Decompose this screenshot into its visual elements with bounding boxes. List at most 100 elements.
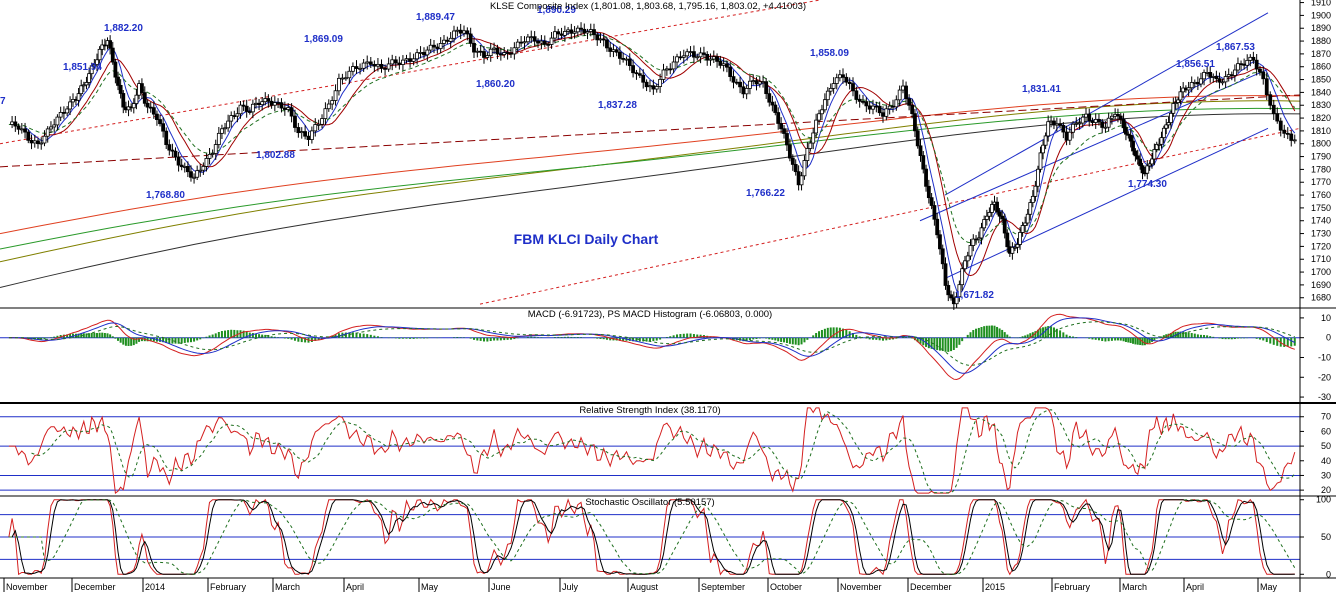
macd-histogram-bar: [77, 333, 80, 338]
candle-body: [744, 88, 749, 95]
candle-body: [425, 49, 430, 56]
candle-body: [585, 31, 590, 34]
macd-histogram-bar: [1029, 333, 1032, 338]
macd-histogram-bar: [1119, 337, 1122, 341]
price-annotation: 1,837.28: [598, 100, 637, 111]
candle-body: [997, 211, 1002, 217]
macd-histogram-bar: [605, 337, 608, 340]
macd-histogram-bar: [812, 335, 815, 338]
macd-histogram-bar: [642, 337, 645, 342]
candle-body: [1236, 63, 1240, 71]
candle-body: [1239, 63, 1243, 66]
stoch-y-tick-label: 0: [1326, 569, 1331, 579]
candle-body: [452, 30, 456, 39]
macd-histogram-bar: [162, 337, 165, 343]
macd-histogram-bar: [506, 337, 509, 340]
macd-histogram-bar: [885, 337, 888, 341]
candle-body: [1264, 78, 1269, 96]
macd-histogram-bar: [423, 337, 425, 339]
candle-body: [1052, 120, 1056, 126]
candle-body: [422, 52, 426, 56]
candle-body: [668, 68, 673, 71]
candle-body: [595, 34, 600, 41]
macd-histogram-bar: [419, 337, 422, 339]
dashed-ma-line: [0, 94, 1301, 168]
macd-histogram-bar: [944, 337, 947, 352]
price-y-tick-label: 1890: [1311, 23, 1331, 33]
candle-body: [1171, 103, 1176, 114]
macd-histogram-bar: [230, 329, 233, 338]
macd-histogram-bar: [1116, 337, 1119, 341]
macd-histogram-bar: [855, 334, 858, 338]
x-tick-label: May: [1260, 582, 1278, 592]
macd-histogram-bar: [838, 327, 841, 338]
candle-body: [282, 107, 287, 110]
macd-histogram-bar: [988, 325, 991, 338]
macd-histogram-bar: [1143, 337, 1146, 346]
candle-body: [1061, 124, 1066, 133]
macd-histogram-bar: [1265, 337, 1268, 343]
candle-body: [536, 40, 540, 44]
ema-30-line: [8, 34, 1296, 244]
macd-histogram-bar: [130, 337, 133, 346]
macd-histogram-bar: [952, 337, 955, 350]
macd-histogram-bar: [405, 337, 408, 339]
candle-body: [1140, 165, 1145, 174]
macd-histogram-bar: [530, 336, 533, 338]
candle-body: [1030, 195, 1035, 203]
candle-body: [834, 77, 839, 84]
macd-histogram-bar: [602, 337, 605, 340]
candle-body: [592, 29, 596, 36]
price-y-tick-label: 1710: [1311, 254, 1331, 264]
macd-signal-line: [8, 317, 1296, 374]
macd-histogram-bar: [635, 337, 638, 342]
macd-histogram-bar: [88, 333, 91, 338]
macd-histogram-bar: [1039, 328, 1042, 338]
candle-body: [337, 77, 341, 92]
candle-body: [126, 106, 131, 111]
macd-histogram-bar: [618, 337, 621, 341]
macd-histogram-bar: [211, 334, 214, 338]
macd-histogram-bar: [905, 336, 908, 338]
candle-body: [1226, 74, 1231, 77]
macd-histogram-bar: [599, 337, 602, 339]
macd-histogram-bar: [1187, 332, 1190, 338]
candle-body: [1138, 158, 1143, 167]
macd-histogram-bar: [149, 337, 152, 342]
price-annotation: 1,856.51: [1176, 59, 1215, 70]
candle-body: [924, 168, 928, 187]
candle-body: [671, 61, 676, 70]
candle-body: [841, 74, 845, 78]
candle-body: [847, 81, 852, 84]
candle-body: [601, 38, 606, 41]
candle-body: [502, 52, 507, 55]
candle-body: [1074, 122, 1079, 125]
candle-body: [1135, 155, 1140, 160]
macd-histogram-bar: [1243, 337, 1246, 339]
candle-body: [1271, 104, 1276, 115]
macd-histogram-bar: [90, 332, 93, 338]
candle-body: [173, 150, 178, 158]
macd-histogram-bar: [398, 337, 401, 339]
candle-body: [1041, 144, 1045, 154]
macd-histogram-bar: [1091, 337, 1094, 340]
macd-histogram-bar: [868, 337, 871, 340]
candle-body: [1173, 102, 1178, 104]
x-tick-label: August: [630, 582, 659, 592]
candle-body: [605, 39, 609, 49]
channel-lower-line: [944, 127, 1269, 279]
macd-histogram-bar: [180, 337, 183, 344]
candle-body: [372, 64, 377, 67]
macd-histogram-bar: [1258, 337, 1261, 340]
candle-body: [95, 59, 99, 65]
candle-body: [654, 86, 659, 90]
macd-histogram-bar: [1182, 331, 1185, 338]
macd-histogram-bar: [765, 337, 768, 339]
candle-body: [1169, 112, 1173, 123]
candle-body: [995, 201, 999, 213]
candle-body: [220, 128, 224, 134]
price-annotation: 1,802.88: [256, 150, 295, 161]
candle-body: [651, 85, 656, 90]
candle-body: [1192, 81, 1197, 84]
candle-body: [485, 55, 490, 58]
